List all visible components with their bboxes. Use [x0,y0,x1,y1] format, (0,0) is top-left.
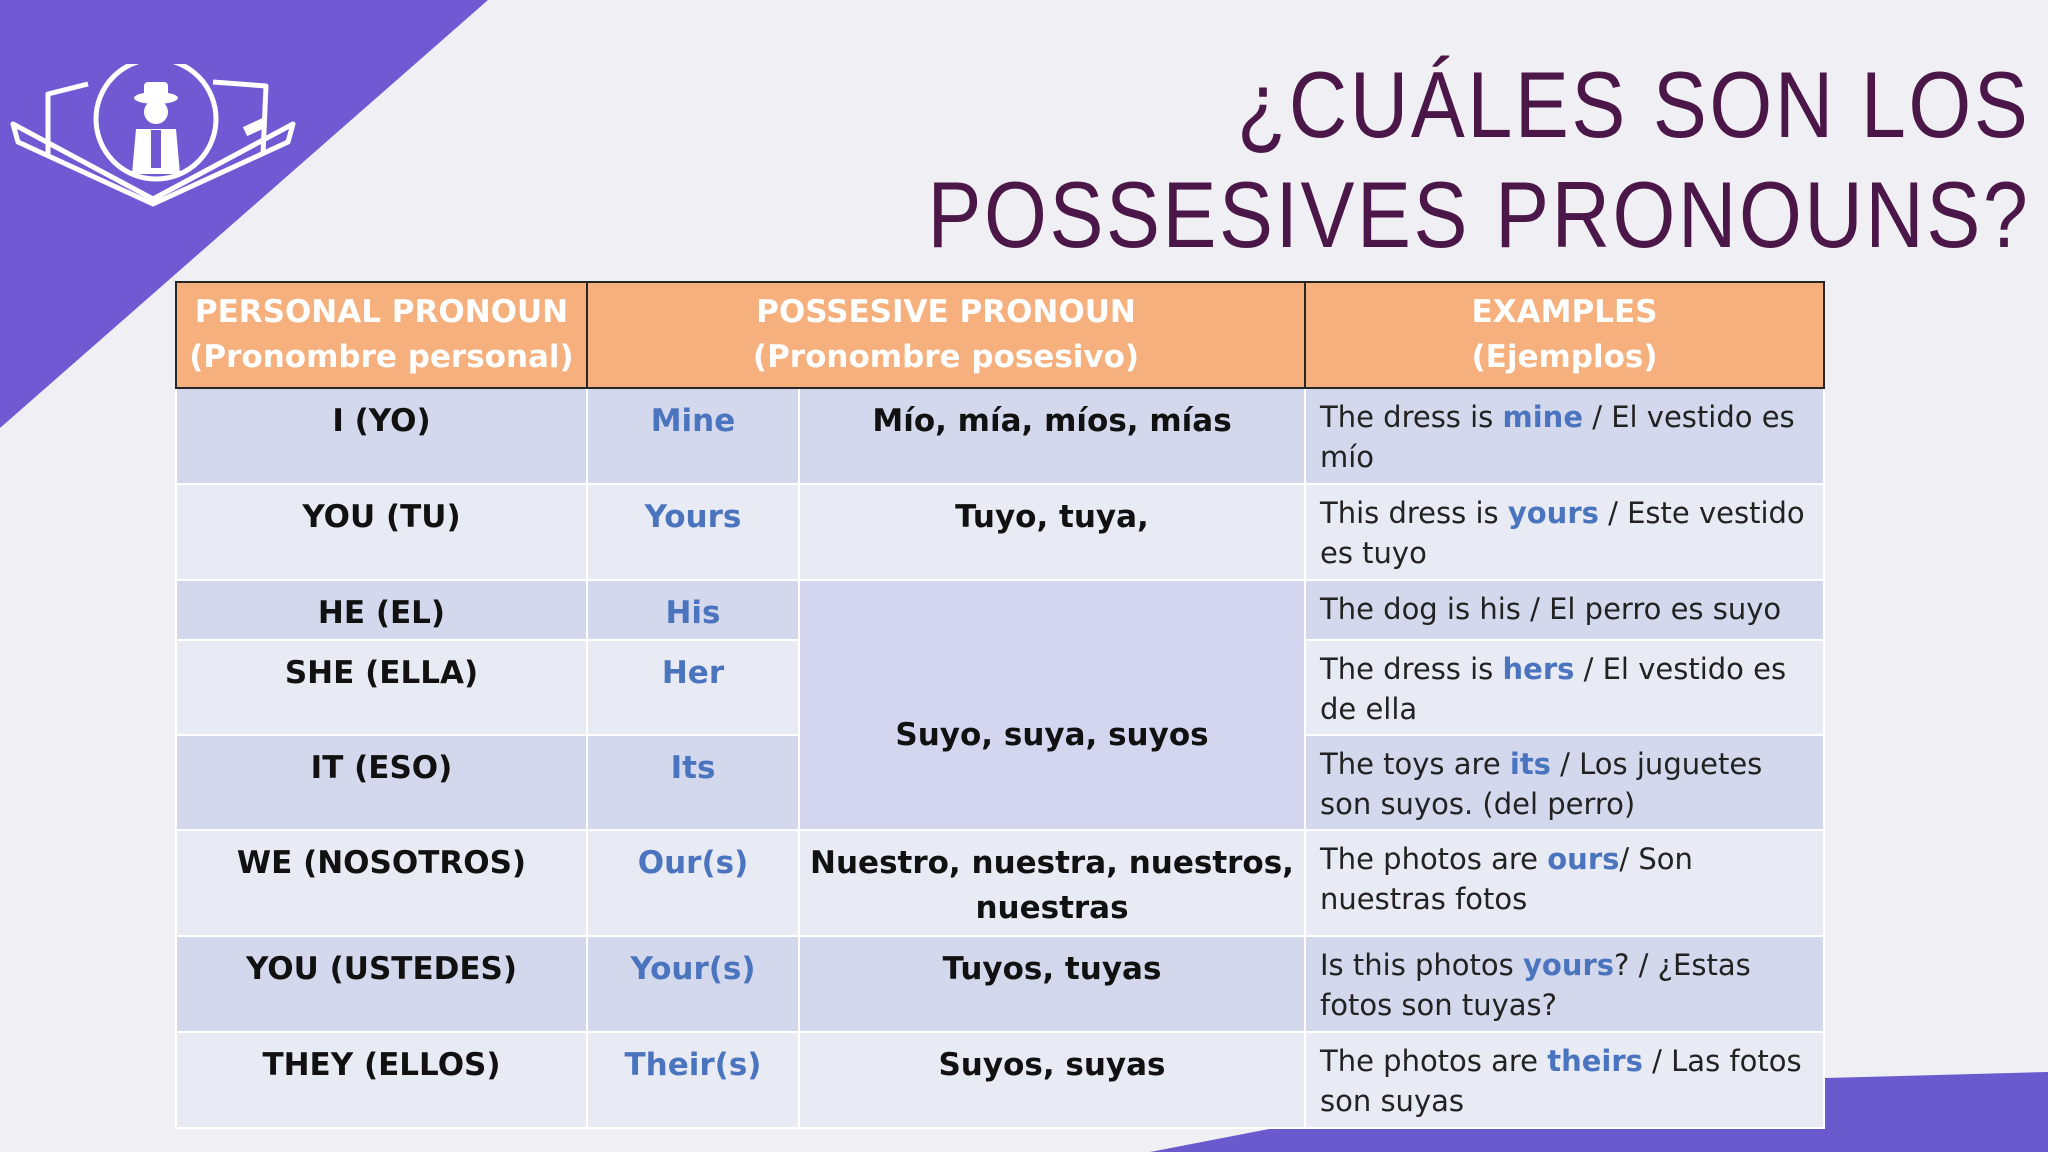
personal-pronoun-cell: IT (ESO) [175,734,588,831]
example-cell: This dress is yours / Este vestido es tu… [1304,483,1825,581]
spanish-translation-cell: Suyos, suyas [798,1031,1306,1129]
title-line-1: ¿CUÁLES SON LOS [1236,52,2030,157]
possessive-pronoun-cell: Your(s) [586,935,800,1033]
table-row: YOU (TU) Yours Tuyo, tuya, This dress is… [175,483,1825,581]
corner-triangle-decoration [0,0,488,428]
possessive-pronouns-table: PERSONAL PRONOUN (Pronombre personal) PO… [175,281,1825,1129]
header-examples: EXAMPLES (Ejemplos) [1304,281,1825,389]
spanish-translation-cell: Mío, mía, míos, mías [798,387,1306,485]
table-row: WE (NOSOTROS) Our(s) Nuestro, nuestra, n… [175,829,1825,937]
possessive-pronoun-cell: Our(s) [586,829,800,937]
detective-logo-icon [10,64,296,207]
table-row: THEY (ELLOS) Their(s) Suyos, suyas The p… [175,1031,1825,1129]
personal-pronoun-cell: YOU (TU) [175,483,588,581]
page-title: ¿CUÁLES SON LOS POSSESIVES PRONOUNS? [748,50,2030,270]
table-row: HE (EL) His Suyo, suya, suyos The dog is… [175,579,1825,831]
example-cell: The photos are theirs / Las fotos son su… [1304,1031,1825,1129]
example-cell: The dress is mine / El vestido es mío [1304,387,1825,485]
spanish-translation-merged-cell: Suyo, suya, suyos [798,579,1306,831]
possessive-pronoun-cell: His [586,579,800,641]
possessive-pronoun-cell: Its [586,734,800,831]
table-header-row: PERSONAL PRONOUN (Pronombre personal) PO… [175,281,1825,389]
example-cell: The dog is his / El perro es suyo [1304,579,1825,641]
table-row: SHE (ELLA) Her The dress is hers / El ve… [175,639,1825,736]
table-row: IT (ESO) Its The toys are its / Los jugu… [175,734,1825,831]
personal-pronoun-cell: YOU (USTEDES) [175,935,588,1033]
header-personal-pronoun: PERSONAL PRONOUN (Pronombre personal) [175,281,588,389]
spanish-translation-cell: Nuestro, nuestra, nuestros, nuestras [798,829,1306,937]
personal-pronoun-cell: I (YO) [175,387,588,485]
example-cell: Is this photos yours? / ¿Estas fotos son… [1304,935,1825,1033]
table-row: YOU (USTEDES) Your(s) Tuyos, tuyas Is th… [175,935,1825,1033]
possessive-pronoun-cell: Yours [586,483,800,581]
example-cell: The toys are its / Los juguetes son suyo… [1304,734,1825,831]
personal-pronoun-cell: HE (EL) [175,579,588,641]
header-possessive-pronoun: POSSESIVE PRONOUN (Pronombre posesivo) [586,281,1306,389]
personal-pronoun-cell: THEY (ELLOS) [175,1031,588,1129]
table-row: I (YO) Mine Mío, mía, míos, mías The dre… [175,387,1825,485]
spanish-translation-cell: Tuyos, tuyas [798,935,1306,1033]
possessive-pronoun-cell: Their(s) [586,1031,800,1129]
example-cell: The photos are ours/ Son nuestras fotos [1304,829,1825,937]
spanish-translation-cell: Tuyo, tuya, [798,483,1306,581]
personal-pronoun-cell: WE (NOSOTROS) [175,829,588,937]
example-cell: The dress is hers / El vestido es de ell… [1304,639,1825,736]
title-line-2: POSSESIVES PRONOUNS? [927,162,2030,267]
personal-pronoun-cell: SHE (ELLA) [175,639,588,736]
possessive-pronoun-cell: Her [586,639,800,736]
possessive-pronoun-cell: Mine [586,387,800,485]
